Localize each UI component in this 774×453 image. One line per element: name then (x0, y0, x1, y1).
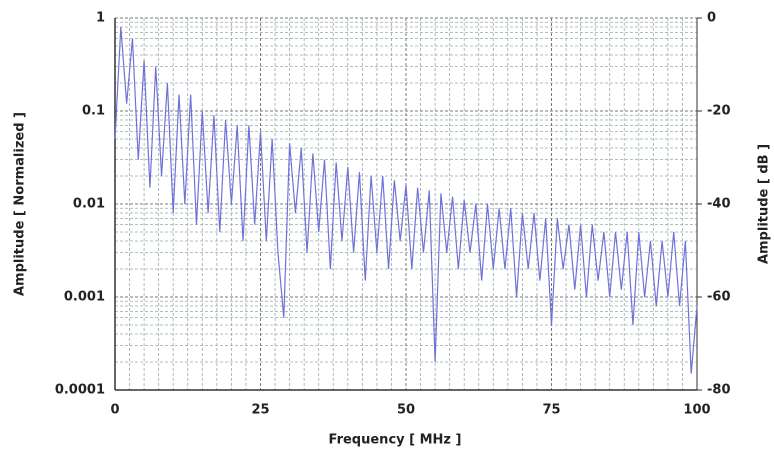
y-axis-label: Amplitude [ Normalized ] (13, 112, 28, 296)
y2-tick-label: -20 (707, 104, 731, 119)
x-tick-label: 75 (542, 403, 560, 418)
y2-axis-label: Amplitude [ dB ] (757, 144, 772, 264)
y2-tick-label: 0 (707, 11, 716, 26)
x-tick-label: 50 (397, 403, 415, 418)
x-tick-label: 0 (110, 403, 119, 418)
x-axis-label: Frequency [ MHz ] (329, 433, 462, 448)
x-tick-label: 100 (683, 403, 710, 418)
y2-tick-label: -80 (707, 383, 731, 398)
series-line (114, 26, 698, 374)
y2-tick-label: -60 (707, 290, 731, 305)
y-tick-label: 0.0001 (55, 383, 105, 398)
y-tick-label: 1 (96, 11, 105, 26)
y-tick-label: 0.01 (73, 197, 105, 212)
y2-tick-label: -40 (707, 197, 731, 212)
x-tick-label: 25 (251, 403, 269, 418)
y-tick-label: 0.001 (64, 290, 105, 305)
y-tick-label: 0.1 (82, 104, 105, 119)
